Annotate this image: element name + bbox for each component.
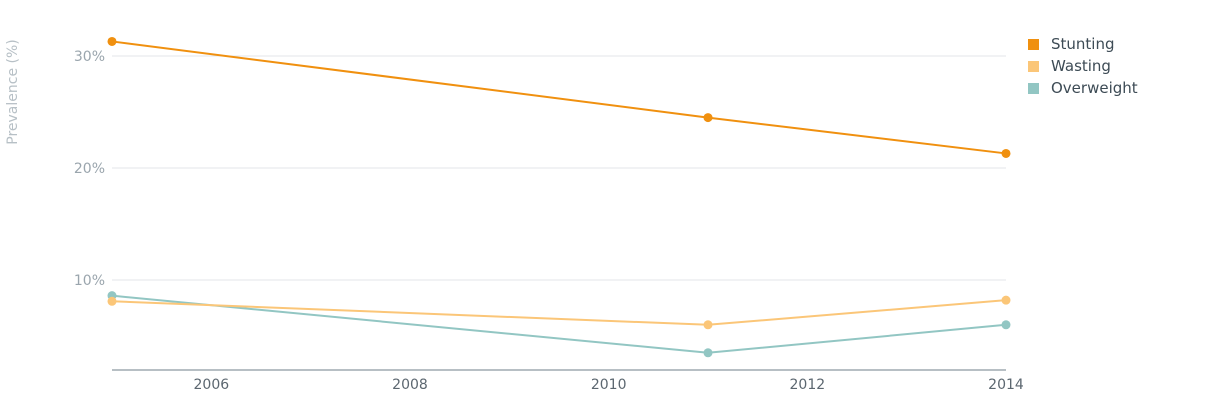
series-line-overweight — [111, 294, 1007, 354]
data-point-stunting-2005 — [107, 36, 117, 46]
data-point-wasting-2014 — [1001, 295, 1011, 305]
legend: Stunting Wasting Overweight — [1028, 33, 1138, 99]
y-tick-labels: 10% 20% 30% — [74, 49, 105, 289]
x-tick-label-2010: 2010 — [591, 377, 627, 393]
x-tick-label-2012: 2012 — [790, 377, 826, 393]
legend-item-stunting[interactable]: Stunting — [1028, 33, 1138, 55]
data-point-overweight-2011 — [703, 348, 713, 358]
legend-label-overweight: Overweight — [1051, 79, 1138, 97]
data-point-overweight-2014 — [1001, 320, 1011, 330]
data-point-wasting-2011 — [703, 320, 713, 330]
legend-label-wasting: Wasting — [1051, 57, 1111, 75]
series-line-stunting — [111, 40, 1007, 155]
data-point-stunting-2014 — [1001, 148, 1011, 158]
x-tick-labels: 2006 2008 2010 2012 2014 — [194, 377, 1024, 393]
y-tick-label-10: 10% — [74, 273, 105, 289]
legend-swatch-wasting — [1028, 60, 1039, 72]
y-tick-label-20: 20% — [74, 161, 105, 177]
legend-swatch-overweight — [1028, 82, 1039, 94]
legend-swatch-stunting — [1028, 38, 1039, 50]
x-tick-label-2006: 2006 — [194, 377, 230, 393]
legend-item-wasting[interactable]: Wasting — [1028, 55, 1138, 77]
y-axis-label: Prevalence (%) — [5, 39, 21, 145]
gridlines — [112, 55, 1006, 281]
series-lines — [107, 36, 1011, 358]
x-tick-label-2014: 2014 — [988, 377, 1024, 393]
data-point-stunting-2011 — [703, 113, 713, 123]
series-line-wasting — [111, 299, 1007, 326]
data-point-wasting-2005 — [107, 296, 117, 306]
legend-label-stunting: Stunting — [1051, 35, 1115, 53]
y-tick-label-30: 30% — [74, 49, 105, 65]
legend-item-overweight[interactable]: Overweight — [1028, 77, 1138, 99]
x-tick-label-2008: 2008 — [392, 377, 428, 393]
